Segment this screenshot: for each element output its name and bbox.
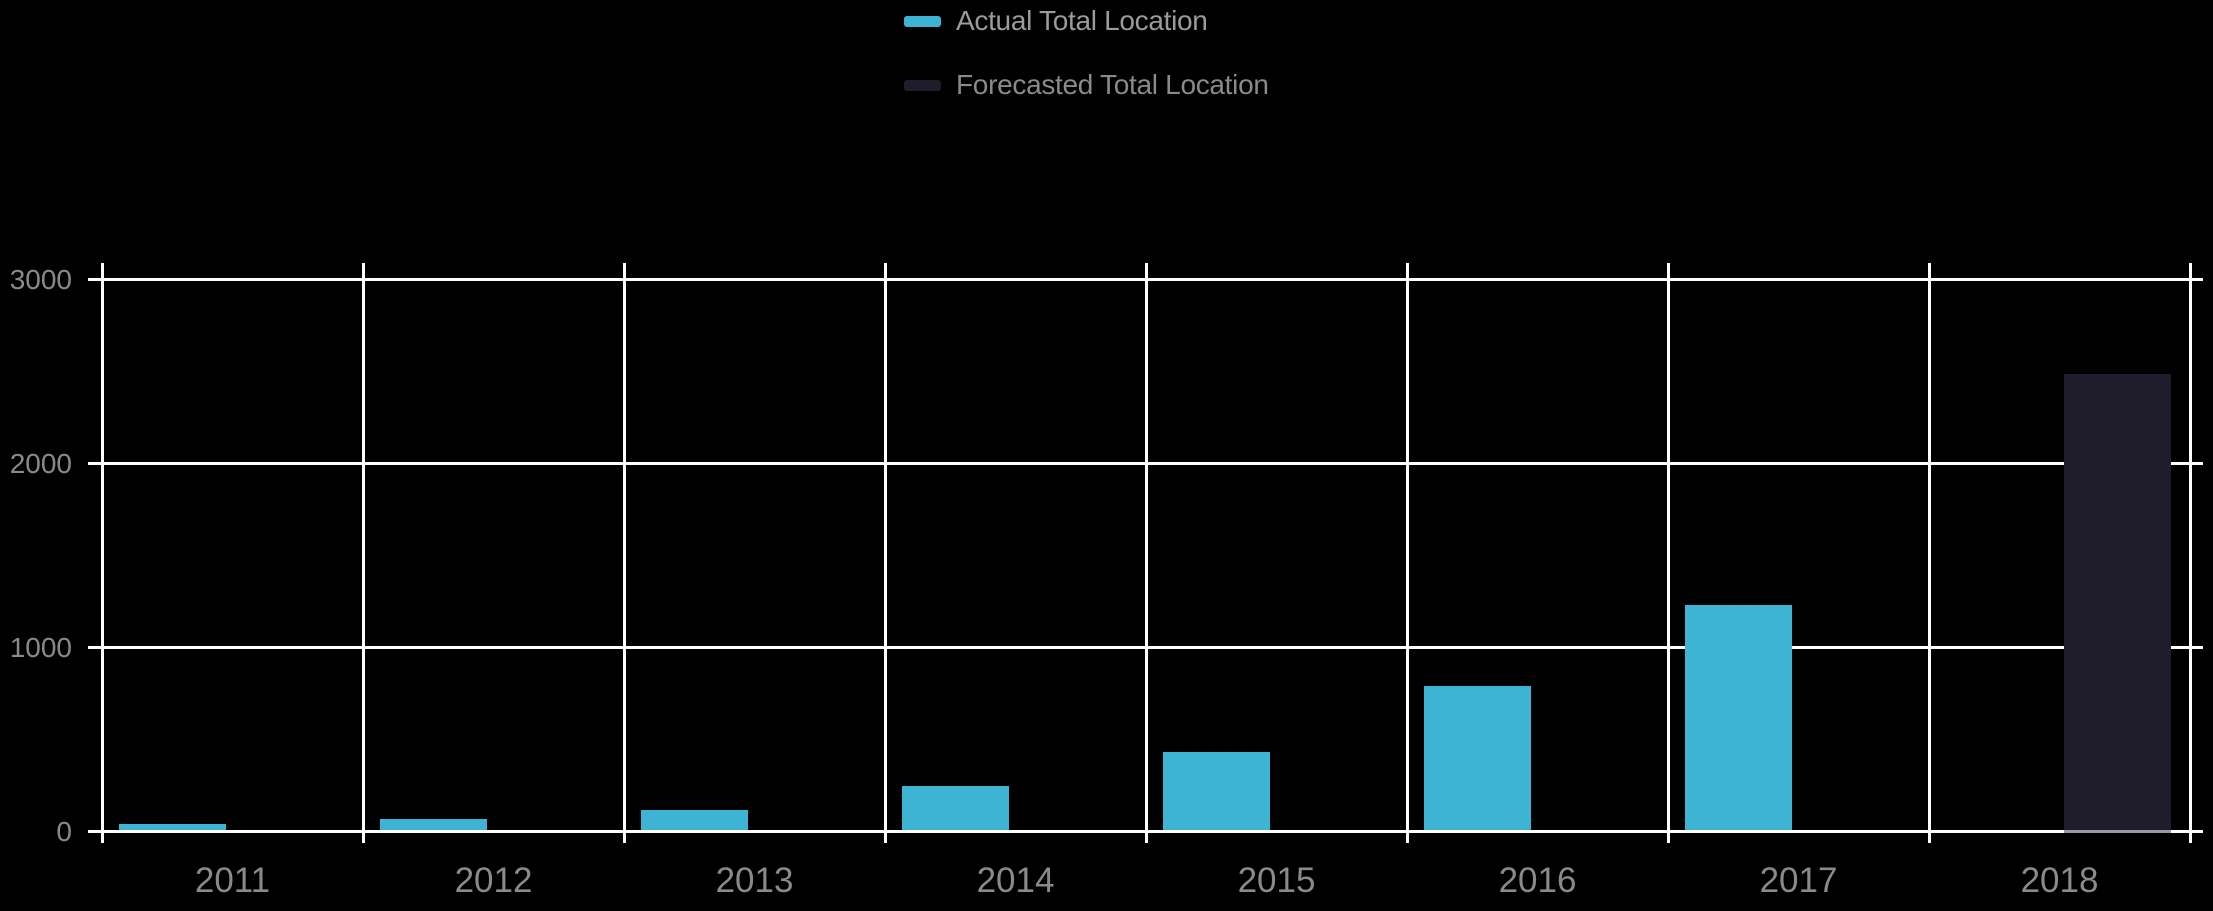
y-axis-tick-label: 3000 <box>9 263 72 295</box>
x-gridline <box>622 263 626 843</box>
bar-actual-2014[interactable] <box>902 785 1009 830</box>
x-gridline <box>2188 263 2192 843</box>
y-axis-tick-label: 0 <box>56 815 72 847</box>
x-axis-label-2016: 2016 <box>1498 861 1577 900</box>
x-gridline <box>1927 263 1931 843</box>
legend-item-actual-total-location[interactable]: Actual Total Location <box>904 5 1269 36</box>
x-axis-label-2011: 2011 <box>194 861 271 900</box>
x-axis-label-2015: 2015 <box>1237 861 1316 900</box>
x-gridline <box>883 263 887 843</box>
bar-forecasted-2018[interactable] <box>2064 373 2171 834</box>
x-axis-label-2012: 2012 <box>454 861 533 900</box>
x-gridline <box>1405 263 1409 843</box>
y-axis-tick-label: 1000 <box>9 631 72 663</box>
x-gridline <box>361 263 365 843</box>
legend-swatch-icon <box>904 15 941 27</box>
legend-item-label: Actual Total Location <box>956 5 1208 36</box>
x-axis-label-2017: 2017 <box>1759 861 1838 900</box>
legend-item-forecasted-total-location[interactable]: Forecasted Total Location <box>904 69 1269 100</box>
x-gridline <box>100 263 104 843</box>
bar-actual-2017[interactable] <box>1685 604 1792 830</box>
bar-actual-2012[interactable] <box>380 818 487 830</box>
x-axis-label-2018: 2018 <box>2020 861 2099 900</box>
x-gridline <box>1144 263 1148 843</box>
bar-actual-2016[interactable] <box>1424 686 1531 830</box>
legend-swatch-icon <box>904 79 941 91</box>
bar-actual-2015[interactable] <box>1163 751 1270 830</box>
y-axis-tick-label: 2000 <box>9 447 72 479</box>
legend: Actual Total Location Forecasted Total Lo… <box>904 5 1269 100</box>
legend-item-label: Forecasted Total Location <box>956 69 1269 100</box>
x-gridline <box>1666 263 1670 843</box>
bar-actual-2013[interactable] <box>641 809 748 830</box>
x-axis-label-2013: 2013 <box>715 861 794 900</box>
x-axis-label-2014: 2014 <box>976 861 1055 900</box>
bar-actual-2011[interactable] <box>119 824 226 830</box>
